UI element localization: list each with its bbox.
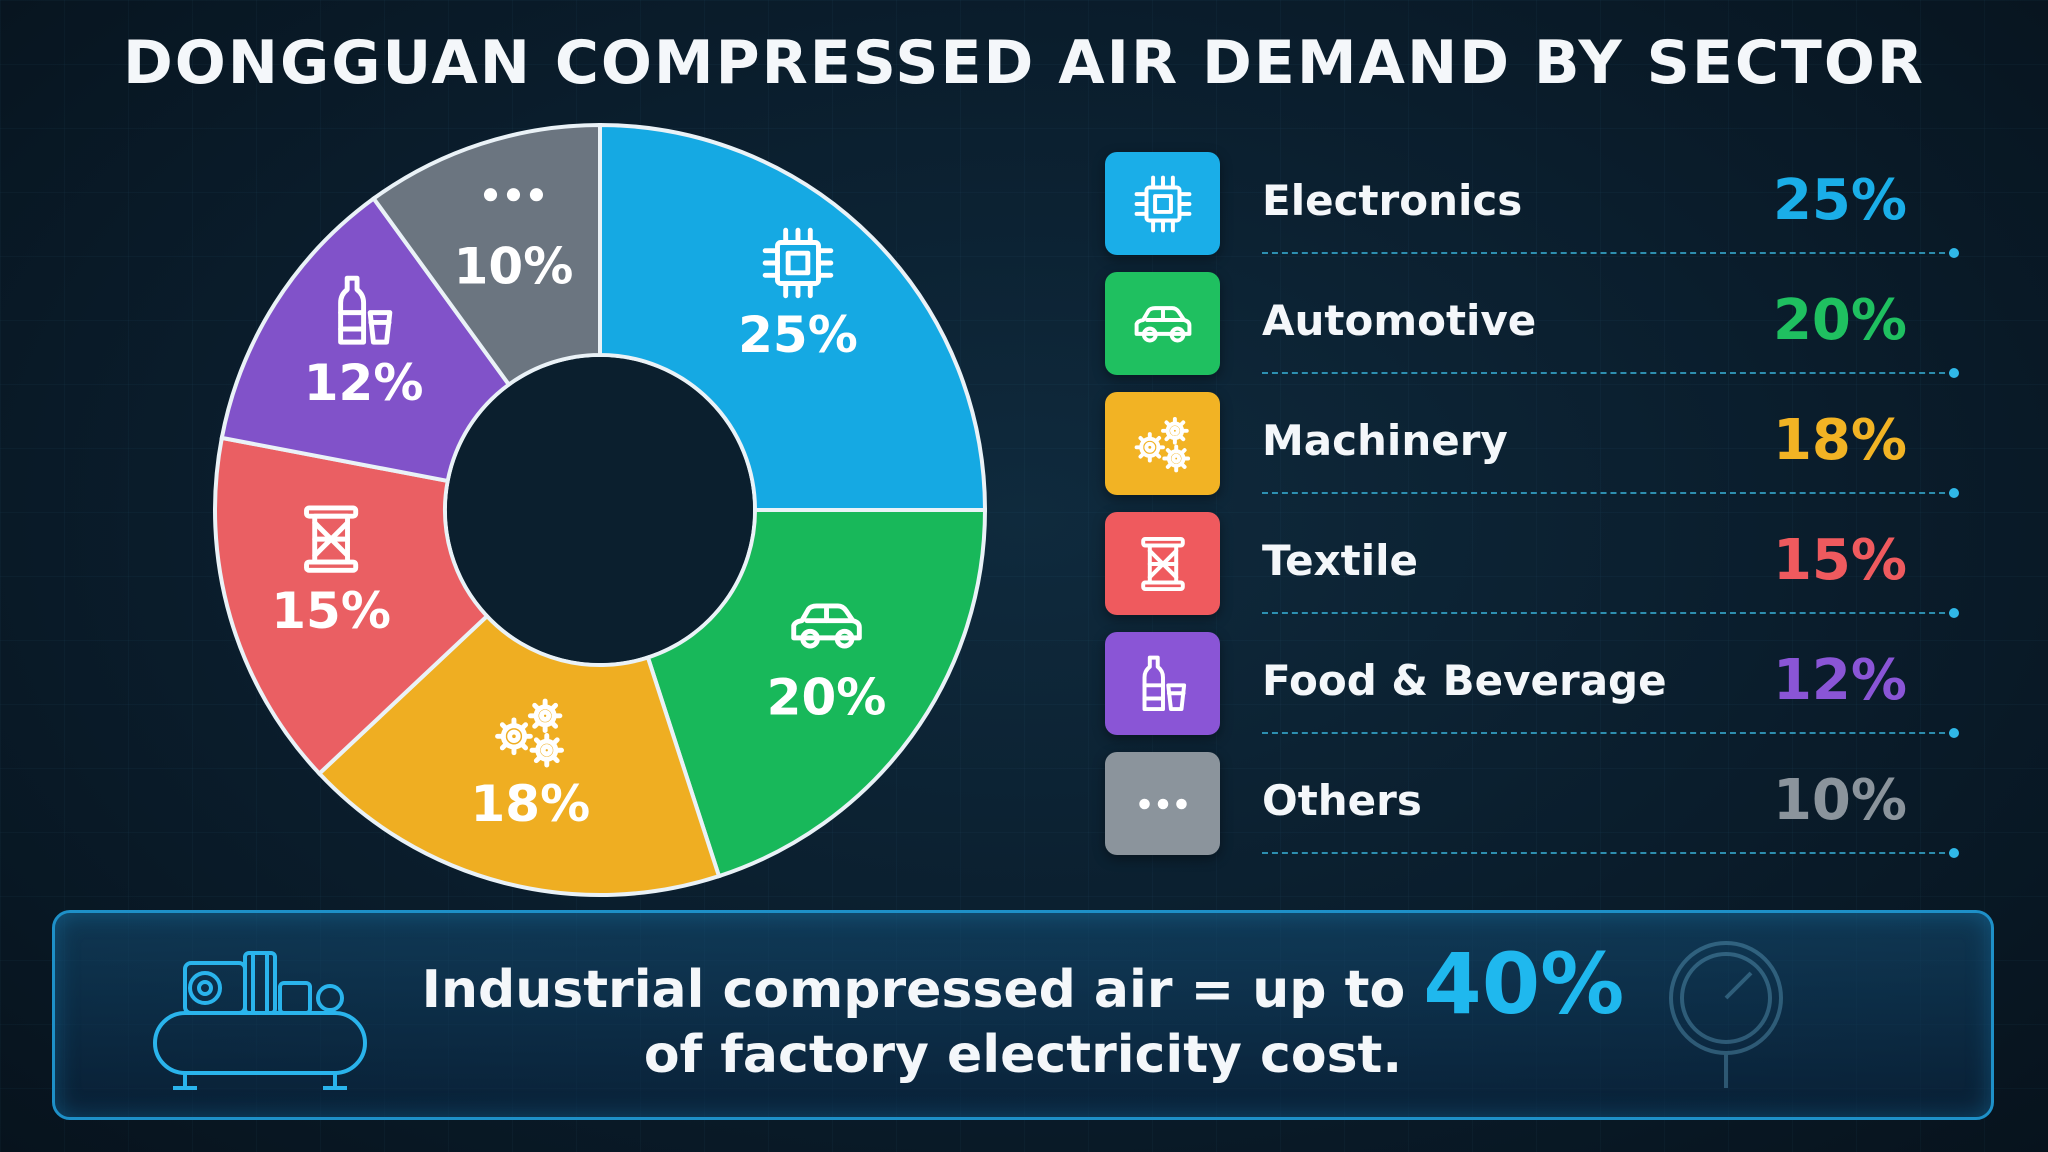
info-banner: Industrial compressed air = up to 40% of… (52, 910, 1994, 1120)
legend-label: Automotive (1262, 296, 1537, 345)
legend-row-electronics: Electronics 25% (1105, 152, 1959, 272)
legend-divider (1262, 608, 1959, 618)
donut-slice-automotive (645, 508, 988, 879)
donut-label-electronics: 25% (738, 306, 858, 364)
legend-label: Machinery (1262, 416, 1508, 465)
ellipsis-icon (483, 188, 543, 202)
bottle-cup-icon (338, 275, 393, 345)
pressure-gauge-icon (1669, 941, 1783, 1088)
donut-slice-electronics (598, 122, 988, 512)
legend-icon-box (1105, 632, 1220, 735)
air-compressor-icon (153, 951, 367, 1090)
legend-divider (1262, 728, 1959, 738)
banner-prefix: Industrial compressed air = up to (421, 960, 1424, 1020)
banner-headline: Industrial compressed air = up to 40% (55, 935, 1991, 1033)
gears-icon (1134, 416, 1190, 472)
legend-divider (1262, 848, 1959, 858)
legend-value: 25% (1772, 168, 1907, 233)
legend-row-automotive: Automotive 20% (1105, 272, 1959, 392)
chip-icon (762, 227, 834, 299)
donut-label-others: 10% (454, 238, 574, 296)
legend-value: 15% (1772, 528, 1907, 593)
car-icon (1134, 305, 1191, 342)
spool-icon (304, 505, 359, 573)
car-icon (791, 603, 862, 649)
legend-label: Textile (1262, 536, 1419, 585)
donut-label-textile: 15% (271, 582, 391, 640)
banner-subline: of factory electricity cost. (643, 1025, 1403, 1085)
legend-icon-box (1105, 512, 1220, 615)
donut-slice-machinery (316, 613, 722, 897)
bottle-cup-icon (1142, 655, 1186, 711)
legend-value: 20% (1772, 288, 1907, 353)
legend-value: 12% (1772, 648, 1907, 713)
chip-icon (1134, 175, 1191, 232)
legend-label: Others (1262, 776, 1422, 825)
ellipsis-icon (1138, 798, 1187, 809)
legend-icon-box (1105, 752, 1220, 855)
legend-row-food-beverage: Food & Beverage 12% (1105, 632, 1959, 752)
donut-chart: 25% 20% 18% 15% 12% 10% (213, 122, 988, 897)
banner-highlight: 40% (1423, 935, 1625, 1033)
donut-label-food-beverage: 12% (304, 354, 424, 412)
legend-value: 10% (1772, 768, 1907, 833)
legend: Electronics 25% Automotive 20% Machinery 18% T… (1105, 152, 1959, 872)
legend-row-others: Others 10% (1105, 752, 1959, 872)
donut-label-machinery: 18% (471, 775, 591, 833)
donut-slice-others (370, 122, 602, 388)
donut-slice-textile (213, 435, 490, 777)
legend-divider (1262, 488, 1959, 498)
legend-row-textile: Textile 15% (1105, 512, 1959, 632)
legend-divider (1262, 248, 1959, 258)
page-title: DONGGUAN COMPRESSED AIR DEMAND BY SECTOR (122, 28, 1926, 98)
donut-hole (447, 357, 753, 663)
spool-icon (1140, 536, 1185, 591)
legend-icon-box (1105, 272, 1220, 375)
legend-value: 18% (1772, 408, 1907, 473)
legend-row-machinery: Machinery 18% (1105, 392, 1959, 512)
legend-label: Food & Beverage (1262, 656, 1667, 705)
donut-label-automotive: 20% (767, 669, 887, 727)
legend-label: Electronics (1262, 176, 1523, 225)
legend-divider (1262, 368, 1959, 378)
gears-icon (495, 698, 564, 768)
legend-icon-box (1105, 392, 1220, 495)
legend-icon-box (1105, 152, 1220, 255)
